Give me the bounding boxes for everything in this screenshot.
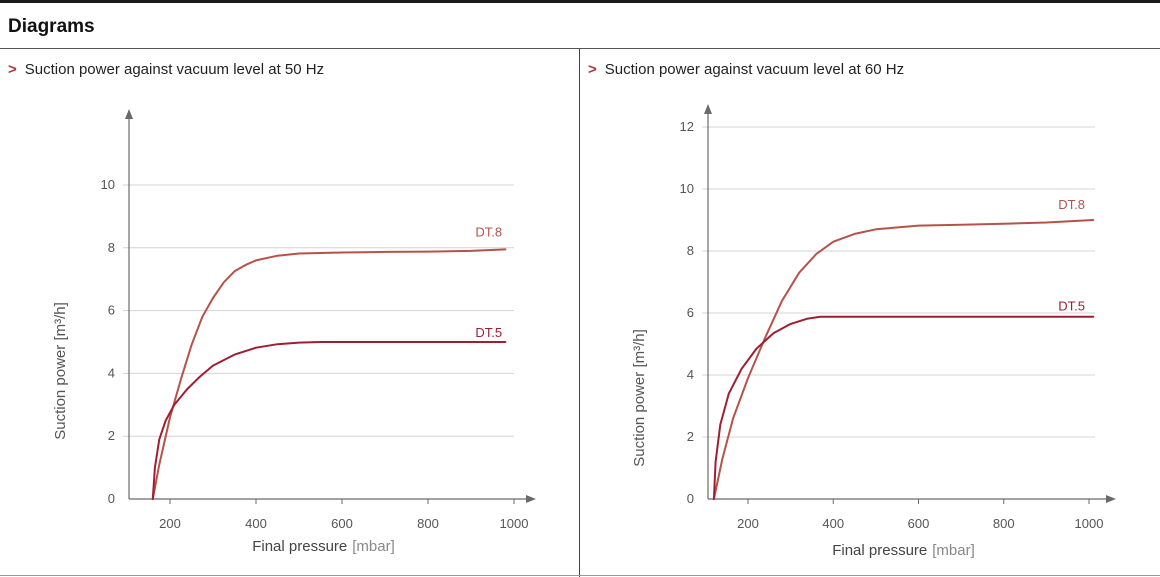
x-axis-label-unit: [mbar] — [352, 538, 395, 555]
y-axis-arrow-icon — [125, 109, 133, 119]
y-axis-label: Suction power [m³/h] — [631, 329, 648, 467]
y-tick-label: 10 — [101, 177, 115, 192]
series-line-dt8 — [712, 219, 1095, 500]
x-axis-label: Final pressure [mbar] — [832, 542, 975, 559]
y-tick-label: 8 — [108, 240, 115, 255]
diagram-panel-60hz: > Suction power against vacuum level at 6… — [580, 49, 1160, 575]
x-axis-label-text: Final pressure — [832, 542, 927, 559]
panel-heading: > Suction power against vacuum level at 6… — [588, 61, 904, 78]
y-axis-label: Suction power [m³/h] — [52, 302, 69, 440]
title-rule — [0, 48, 1160, 49]
x-tick-label: 400 — [822, 516, 844, 531]
y-tick-label: 0 — [687, 491, 694, 506]
top-rule — [0, 0, 1160, 3]
chevron-right-icon: > — [8, 61, 17, 78]
x-axis-label-unit: [mbar] — [932, 542, 975, 559]
y-tick-label: 6 — [687, 305, 694, 320]
chart-50hz: 0 2 4 6 8 10 200 400 600 800 1000 Final pressure [mb… — [52, 109, 536, 555]
panel-heading-text: Suction power against vacuum level at 50… — [24, 61, 325, 78]
series-label: DT.5 — [1058, 299, 1085, 314]
x-tick-label: 200 — [737, 516, 759, 531]
diagram-panel-50hz: > Suction power against vacuum level at 5… — [0, 49, 579, 575]
y-tick-label: 4 — [108, 365, 115, 380]
y-tick-label: 10 — [680, 181, 694, 196]
section-title: Diagrams — [8, 16, 95, 37]
y-tick-label: 6 — [108, 303, 115, 318]
series-label: DT.5 — [475, 325, 502, 340]
y-tick-label: 4 — [687, 367, 694, 382]
chevron-right-icon: > — [588, 61, 597, 78]
y-tick-label: 0 — [108, 491, 115, 506]
series-line-dt8 — [151, 248, 507, 500]
bottom-rule — [0, 575, 1160, 576]
x-tick-label: 600 — [908, 516, 930, 531]
y-tick-label: 8 — [687, 243, 694, 258]
x-axis-label: Final pressure [mbar] — [252, 538, 395, 555]
y-tick-label: 2 — [687, 429, 694, 444]
x-tick-label: 400 — [245, 516, 267, 531]
panel-heading: > Suction power against vacuum level at 5… — [8, 61, 324, 78]
series-line-dt5 — [151, 341, 507, 500]
x-tick-label: 600 — [331, 516, 353, 531]
y-tick-label: 2 — [108, 428, 115, 443]
x-tick-label: 800 — [993, 516, 1015, 531]
panel-heading-text: Suction power against vacuum level at 60… — [604, 61, 905, 78]
y-axis-arrow-icon — [704, 104, 712, 114]
x-tick-label: 1000 — [1075, 516, 1104, 531]
x-axis-arrow-icon — [526, 495, 536, 503]
chart-60hz: 0 2 4 6 8 10 12 200 400 600 800 1000 Final pressure [… — [631, 104, 1116, 559]
x-tick-label: 200 — [159, 516, 181, 531]
column-divider — [579, 49, 580, 577]
series-label: DT.8 — [1058, 197, 1085, 212]
x-tick-label: 800 — [417, 516, 439, 531]
x-axis-arrow-icon — [1106, 495, 1116, 503]
series-label: DT.8 — [475, 224, 502, 239]
x-axis-label-text: Final pressure — [252, 538, 347, 555]
x-tick-label: 1000 — [500, 516, 529, 531]
series-line-dt5 — [712, 315, 1095, 500]
y-tick-label: 12 — [680, 119, 694, 134]
